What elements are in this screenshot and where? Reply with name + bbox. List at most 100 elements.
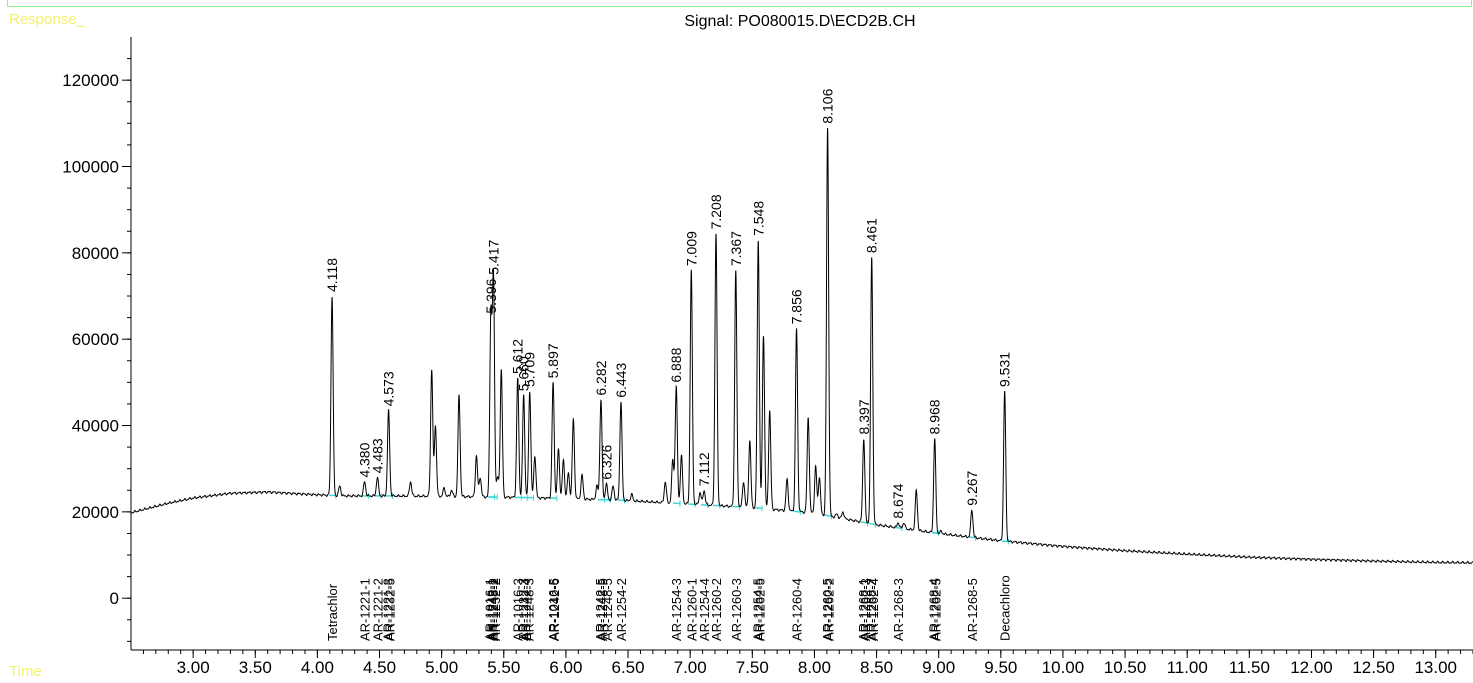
x-tick-label: 9.50 <box>984 658 1017 677</box>
integration-baseline-mark <box>860 521 868 524</box>
x-tick-label: 9.00 <box>922 658 955 677</box>
compound-name-label: AR-1254-3 <box>669 578 684 641</box>
compound-name-label: AR-1262-5 <box>752 578 767 641</box>
integration-baseline-mark <box>968 536 976 539</box>
compound-name-label: AR-1268-2 <box>864 578 879 641</box>
peak-retention-label: 6.443 <box>613 363 629 398</box>
compound-name-label: AR-1016-5 <box>546 578 561 641</box>
compound-name-label: AR-1260-3 <box>729 578 744 641</box>
x-tick-label: 13.00 <box>1414 658 1457 677</box>
compound-name-label: AR-1260-1 <box>684 578 699 641</box>
compound-name-label: AR-1248-3 <box>522 578 537 641</box>
compound-name-label: AR-1016-1 <box>482 578 497 641</box>
y-tick-label: 0 <box>110 589 119 608</box>
x-tick-label: 3.00 <box>177 658 210 677</box>
x-tick-label: 5.00 <box>425 658 458 677</box>
compound-name-label: AR-1221-2 <box>370 578 385 641</box>
compound-name-label: Decachloro <box>998 575 1013 641</box>
peak-retention-label: 8.674 <box>890 483 906 518</box>
compound-name-label: AR-1232-5 <box>382 578 397 641</box>
peak-retention-label: 9.267 <box>964 470 980 505</box>
compound-name-label: AR-1016-3 <box>510 578 525 641</box>
peak-retention-label: 5.396 <box>483 278 499 313</box>
peak-retention-label: 5.709 <box>522 352 538 387</box>
peak-retention-label: 6.282 <box>593 360 609 395</box>
x-tick-label: 5.50 <box>487 658 520 677</box>
x-tick-label: 12.50 <box>1352 658 1395 677</box>
integration-baseline-mark <box>824 514 832 518</box>
x-tick-label: 11.50 <box>1229 658 1270 677</box>
compound-name-label: AR-1242-5 <box>593 578 608 641</box>
compound-name-label: AR-1262-2 <box>822 578 837 641</box>
peak-retention-label: 5.897 <box>545 343 561 378</box>
compound-name-label: AR-1254-2 <box>614 578 629 641</box>
compound-name-label: AR-1254-4 <box>697 578 712 641</box>
time-axis-label: Time <box>9 663 42 680</box>
peak-retention-label: 7.367 <box>728 231 744 266</box>
integration-baseline-mark <box>931 531 939 535</box>
y-tick-label: 120000 <box>62 71 119 90</box>
compound-name-label: AR-1268-1 <box>856 578 871 641</box>
integration-baseline-mark <box>1001 540 1009 543</box>
compound-name-label: AR-1268-4 <box>927 578 942 641</box>
x-tick-label: 6.50 <box>611 658 644 677</box>
chart-title: Signal: PO080015.D\ECD2B.CH <box>684 13 916 30</box>
y-tick-label: 80000 <box>72 244 119 263</box>
signal-trace <box>130 127 1473 565</box>
compound-name-label: AR-1254-5 <box>750 578 765 641</box>
compound-name-label: AR-1221-1 <box>358 578 373 641</box>
x-tick-label: 3.50 <box>239 658 272 677</box>
integration-baseline-mark <box>894 526 903 530</box>
compound-name-label: AR-1260-4 <box>790 578 805 641</box>
compound-name-label: AR-1232-3 <box>516 578 531 641</box>
integration-baselines <box>328 492 1009 545</box>
y-tick-label: 40000 <box>72 417 119 436</box>
compound-name-label: AR-1262-3 <box>858 578 873 641</box>
compound-name-label: AR-1262-5 <box>929 578 944 641</box>
peak-retention-label: 9.531 <box>997 352 1013 387</box>
y-tick-label: 20000 <box>72 503 119 522</box>
y-tick-label: 100000 <box>62 158 119 177</box>
integration-baseline-mark <box>755 507 763 510</box>
peak-retention-label: 5.612 <box>510 339 526 374</box>
y-tick-label: 60000 <box>72 330 119 349</box>
x-tick-label: 7.00 <box>674 658 707 677</box>
compound-name-label: Tetrachlor <box>325 583 340 641</box>
peak-retention-label: 8.968 <box>927 399 943 434</box>
x-tick-label: 8.50 <box>860 658 893 677</box>
compound-name-label: AR-1232-2 <box>488 578 503 641</box>
peak-retention-label: 7.009 <box>683 231 699 266</box>
compound-name-label: AR-1262-4 <box>866 578 881 641</box>
integration-baseline-mark <box>868 522 876 526</box>
peak-retention-label: 6.326 <box>598 445 614 480</box>
integration-baseline-mark <box>793 510 801 513</box>
compound-name-label: AR-1221-3 <box>381 578 396 641</box>
compound-name-label: AR-1268-5 <box>965 578 980 641</box>
compound-name-label: AR-1260-5 <box>820 578 835 641</box>
x-tick-label: 10.00 <box>1042 658 1085 677</box>
compound-name-label: AR-1242-6 <box>547 578 562 641</box>
compound-name-label: AR-1242-4 <box>519 578 534 641</box>
compound-name-label: AR-1248-5 <box>600 578 615 641</box>
x-tick-label: 8.00 <box>798 658 831 677</box>
peak-retention-label: 7.856 <box>789 289 805 324</box>
compound-name-label: AR-1260-2 <box>709 578 724 641</box>
compound-name-label: AR-1248-5 <box>595 578 610 641</box>
x-tick-label: 10.50 <box>1104 658 1147 677</box>
axes-group: 3.00 3.50 4.00 4.50 5.00 5.50 6.00 6.50 7.00 7.50… <box>62 37 1473 677</box>
x-tick-label: 11.00 <box>1167 658 1208 677</box>
peak-retention-label: 8.397 <box>856 399 872 434</box>
peak-retention-label: 7.112 <box>696 452 712 486</box>
x-tick-label: 7.50 <box>736 658 769 677</box>
plot-frame-border <box>7 0 1472 7</box>
compound-name-label: AR-1248-2 <box>486 578 501 641</box>
response-axis-label: Response_ <box>9 11 85 28</box>
peak-retention-label: 4.118 <box>324 258 340 292</box>
x-tick-label: 4.50 <box>363 658 396 677</box>
peak-retention-label: 8.106 <box>820 88 836 123</box>
peak-retention-label: 7.548 <box>750 201 766 236</box>
x-tick-label: 6.00 <box>549 658 582 677</box>
peak-retention-label: 4.380 <box>357 442 373 477</box>
